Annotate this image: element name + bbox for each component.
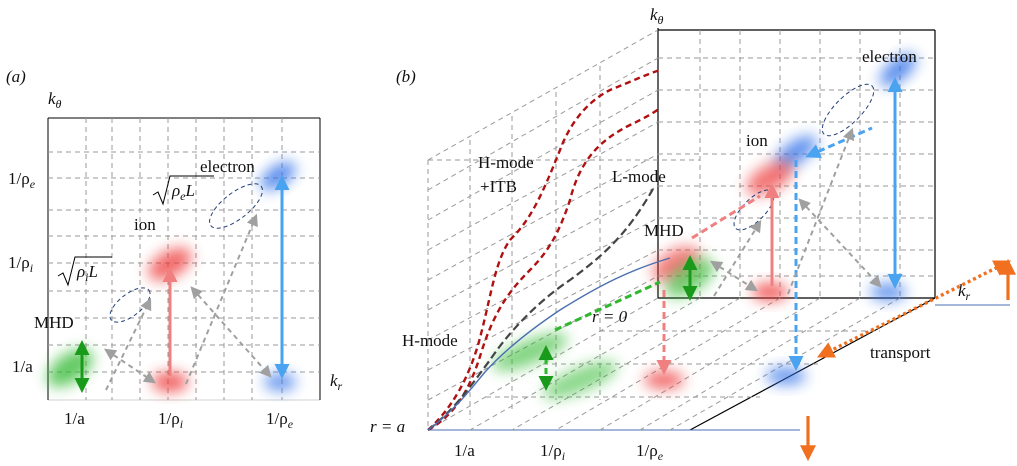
panel-b-electron-diagonal-dash	[805, 126, 873, 159]
panel-b-hmode-label: H-mode	[402, 331, 458, 350]
panel-b-lmode-label: L-mode	[612, 167, 666, 186]
panel-b-ktheta-label: kθ	[650, 5, 664, 27]
panel-a-ion-blob	[148, 247, 192, 281]
panel-a-ytick-a: 1/a	[12, 357, 33, 376]
panel-b: (b) kθ	[370, 5, 1016, 463]
panel-b-curve-hmode-itb-outer	[427, 68, 661, 431]
panel-b-floor-ion-blob	[644, 371, 684, 389]
panel-b-ion-bottom-blob	[752, 283, 788, 301]
panel-b-curve-hmode-itb-inner	[427, 107, 661, 432]
panel-b-curve-lmode	[427, 185, 656, 431]
panel-a-label: (a)	[6, 67, 26, 86]
panel-b-curve-hidden	[428, 60, 660, 430]
panel-b-label: (b)	[396, 67, 416, 86]
svg-text:ρeL: ρeL	[171, 181, 195, 203]
panel-b-electron-scale-ellipse	[821, 83, 875, 137]
panel-a-electron-scale-ellipse	[209, 183, 263, 229]
panel-a-ktheta-label: kθ	[48, 89, 62, 111]
panel-a-electron-bottom-blob	[264, 373, 296, 391]
panel-b-xtick-a: 1/a	[454, 441, 475, 460]
panel-a-ytick-rho-e: 1/ρe	[8, 169, 36, 191]
panel-b-xtick-rho-e: 1/ρe	[636, 441, 664, 463]
panel-b-gray-arrows	[709, 127, 882, 297]
panel-b-floor-mhd-blob	[492, 333, 568, 371]
panel-b-ion-label: ion	[746, 131, 768, 150]
panel-a: (a) kθ	[6, 67, 343, 431]
panel-b-mhd-label: MHD	[644, 221, 684, 240]
panel-b-itb-label: +ITB	[480, 177, 517, 196]
panel-b-transport-arrow	[816, 260, 1012, 358]
panel-b-ion-diagonal-dash	[691, 194, 761, 240]
panel-b-hmode-itb-label: H-mode	[478, 153, 534, 172]
panel-b-ion-blob	[746, 160, 794, 196]
panel-a-sqrt-rho-i-L: ρiL	[57, 256, 112, 287]
panel-b-floor	[427, 297, 1010, 431]
panel-b-r0-line	[554, 280, 661, 332]
panel-a-frame	[47, 117, 321, 401]
panel-a-gray-arrows	[104, 213, 272, 391]
panel-a-ion-scale-ellipse	[109, 287, 151, 323]
panel-b-kr-label: kr	[958, 281, 971, 303]
panel-a-mhd-blob	[47, 349, 93, 387]
panel-b-curve-hmode	[427, 257, 671, 431]
panel-a-electron-label: electron	[200, 157, 255, 176]
panel-a-xtick-a: 1/a	[64, 409, 85, 428]
panel-a-ion-label: ion	[134, 215, 156, 234]
panel-b-ra-label: r = a	[370, 417, 405, 436]
panel-a-mhd-label: MHD	[34, 313, 74, 332]
panel-a-ion-bottom-blob	[152, 372, 188, 392]
panel-a-xtick-rho-i: 1/ρi	[158, 409, 183, 431]
panel-b-electron-label: electron	[862, 47, 917, 66]
panel-b-transport-label: transport	[870, 343, 931, 362]
panel-b-electron-bottom-blob	[870, 283, 906, 301]
panel-b-floor-mhd-blob-2	[542, 361, 618, 399]
panel-b-xtick-rho-i: 1/ρi	[540, 441, 565, 463]
panel-a-sqrt-rho-e-L: ρeL	[152, 175, 214, 206]
svg-text:ρiL: ρiL	[76, 262, 98, 284]
panel-b-electron-mid-blob	[775, 135, 817, 169]
panel-a-ytick-rho-i: 1/ρi	[8, 253, 33, 275]
panel-b-r0-label: r = 0	[592, 307, 628, 326]
panel-a-kr-label: kr	[330, 371, 343, 393]
panel-b-floor-electron-blob	[766, 367, 806, 385]
panel-a-xtick-rho-e: 1/ρe	[266, 409, 294, 431]
